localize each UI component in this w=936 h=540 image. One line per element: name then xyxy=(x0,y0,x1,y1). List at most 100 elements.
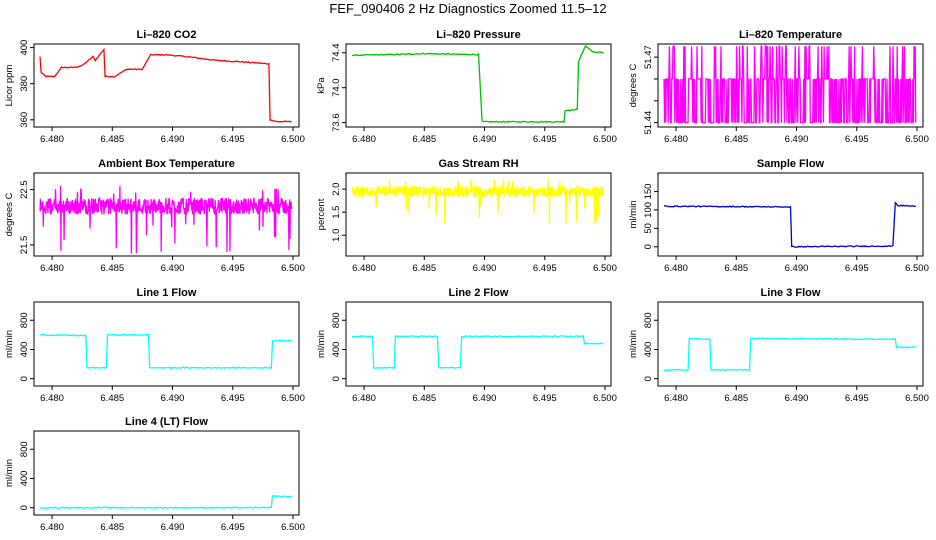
y-tick-label: 0 xyxy=(19,376,30,381)
panel-7: Line 1 Flow 6.480 6.485 6.490 6.495 6.500 0 400… xyxy=(4,287,305,404)
x-tick-label: 6.495 xyxy=(533,393,557,404)
y-tick-label: 800 xyxy=(19,312,30,328)
x-tick-label: 6.495 xyxy=(845,134,869,145)
x-tick-label: 6.480 xyxy=(664,263,688,274)
y-axis-label: percent xyxy=(316,198,327,230)
plot-frame xyxy=(657,172,924,257)
series-group xyxy=(39,494,292,510)
x-tick-label: 6.485 xyxy=(412,134,436,145)
x-tick-label: 6.500 xyxy=(593,393,617,404)
y-axis-label: ml/min xyxy=(628,201,639,229)
x-tick-label: 6.500 xyxy=(281,134,305,145)
x-tick-label: 6.495 xyxy=(533,134,557,145)
y-axis-label: degrees C xyxy=(4,192,15,236)
x-tick-label: 6.490 xyxy=(473,393,497,404)
series-line xyxy=(39,494,292,510)
panel-title: Sample Flow xyxy=(757,158,825,170)
x-tick-label: 6.500 xyxy=(281,522,305,533)
panel-5: Gas Stream RH 6.480 6.485 6.490 6.495 6.500 1.… xyxy=(316,158,617,274)
panel-title: Li–820 CO2 xyxy=(137,29,197,41)
y-tick-label: 400 xyxy=(643,342,654,358)
panel-8: Line 2 Flow 6.480 6.485 6.490 6.495 6.500 0 400… xyxy=(316,287,617,404)
plot-frame xyxy=(33,430,300,516)
plot-frame xyxy=(345,43,612,128)
x-tick-label: 6.480 xyxy=(664,393,688,404)
y-tick-label: 0 xyxy=(331,376,342,381)
y-axis-label: ml/min xyxy=(316,330,327,358)
y-tick-label: 74.0 xyxy=(331,78,342,97)
x-tick-label: 6.490 xyxy=(785,263,809,274)
figure-title: FEF_090406 2 Hz Diagnostics Zoomed 11.5–… xyxy=(329,1,606,16)
x-tick-label: 6.485 xyxy=(100,134,124,145)
y-tick-label: 150 xyxy=(643,184,654,200)
y-tick-label: 400 xyxy=(331,342,342,358)
x-tick-label: 6.495 xyxy=(221,393,245,404)
y-tick-label: 800 xyxy=(331,312,342,328)
series-group xyxy=(39,185,293,254)
series-group xyxy=(663,337,917,372)
x-tick-label: 6.500 xyxy=(593,263,617,274)
x-tick-label: 6.495 xyxy=(221,522,245,533)
series-line xyxy=(39,185,293,254)
y-tick-label: 51.47 xyxy=(643,45,654,69)
y-tick-label: 400 xyxy=(19,471,30,487)
series-line xyxy=(352,334,604,370)
x-tick-label: 6.490 xyxy=(161,263,185,274)
y-tick-label: 400 xyxy=(19,342,30,358)
y-tick-label: 400 xyxy=(19,40,30,56)
x-tick-label: 6.485 xyxy=(724,393,748,404)
x-tick-label: 6.480 xyxy=(352,393,376,404)
series-group xyxy=(351,178,605,225)
y-axis-label: ml/min xyxy=(4,459,15,487)
panel-6: Sample Flow 6.480 6.485 6.490 6.495 6.500 0 50 1… xyxy=(628,158,929,274)
panel-9: Line 3 Flow 6.480 6.485 6.490 6.495 6.500 0 400… xyxy=(628,287,929,404)
y-tick-label: 74.4 xyxy=(331,43,342,62)
series-line xyxy=(39,47,292,123)
x-tick-label: 6.500 xyxy=(905,134,929,145)
x-tick-label: 6.485 xyxy=(100,393,124,404)
panel-title: Line 2 Flow xyxy=(449,287,509,299)
x-tick-label: 6.500 xyxy=(593,134,617,145)
y-tick-label: 360 xyxy=(19,112,30,128)
panel-title: Line 1 Flow xyxy=(137,287,197,299)
x-tick-label: 6.495 xyxy=(533,263,557,274)
plot-frame xyxy=(33,301,300,387)
panel-1: Li–820 CO2 6.480 6.485 6.490 6.495 6.500 360 38… xyxy=(4,29,305,145)
x-tick-label: 6.485 xyxy=(412,393,436,404)
plot-frame xyxy=(657,43,924,128)
series-group xyxy=(39,333,292,370)
x-tick-label: 6.480 xyxy=(352,134,376,145)
y-tick-label: 73.6 xyxy=(331,113,342,132)
plot-frame xyxy=(33,172,300,257)
x-tick-label: 6.480 xyxy=(40,393,64,404)
series-group xyxy=(663,201,916,248)
x-tick-label: 6.480 xyxy=(40,134,64,145)
x-tick-label: 6.485 xyxy=(724,134,748,145)
plot-frame xyxy=(657,301,924,387)
series-group xyxy=(351,45,604,124)
x-tick-label: 6.485 xyxy=(100,522,124,533)
panel-title: Gas Stream RH xyxy=(438,158,518,170)
x-tick-label: 6.490 xyxy=(161,522,185,533)
panel-3: Li–820 Temperature 6.480 6.485 6.490 6.495 6.… xyxy=(628,29,929,145)
y-tick-label: 21.5 xyxy=(19,236,30,255)
series-line xyxy=(39,333,292,370)
x-tick-label: 6.500 xyxy=(905,393,929,404)
y-tick-label: 51.44 xyxy=(643,111,654,135)
panel-2: Li–820 Pressure 6.480 6.485 6.490 6.495 6.500… xyxy=(316,29,617,145)
series-line xyxy=(663,201,916,248)
x-tick-label: 6.500 xyxy=(905,263,929,274)
y-axis-label: degrees C xyxy=(628,63,639,107)
y-tick-label: 100 xyxy=(643,202,654,218)
x-tick-label: 6.490 xyxy=(785,393,809,404)
series-line xyxy=(663,337,917,372)
x-tick-label: 6.495 xyxy=(221,134,245,145)
panel-title: Ambient Box Temperature xyxy=(98,158,235,170)
x-tick-label: 6.500 xyxy=(281,263,305,274)
y-tick-label: 800 xyxy=(19,441,30,457)
x-tick-label: 6.480 xyxy=(40,522,64,533)
x-tick-label: 6.495 xyxy=(221,263,245,274)
x-tick-label: 6.480 xyxy=(352,263,376,274)
y-axis-label: Licor ppm xyxy=(4,65,15,107)
